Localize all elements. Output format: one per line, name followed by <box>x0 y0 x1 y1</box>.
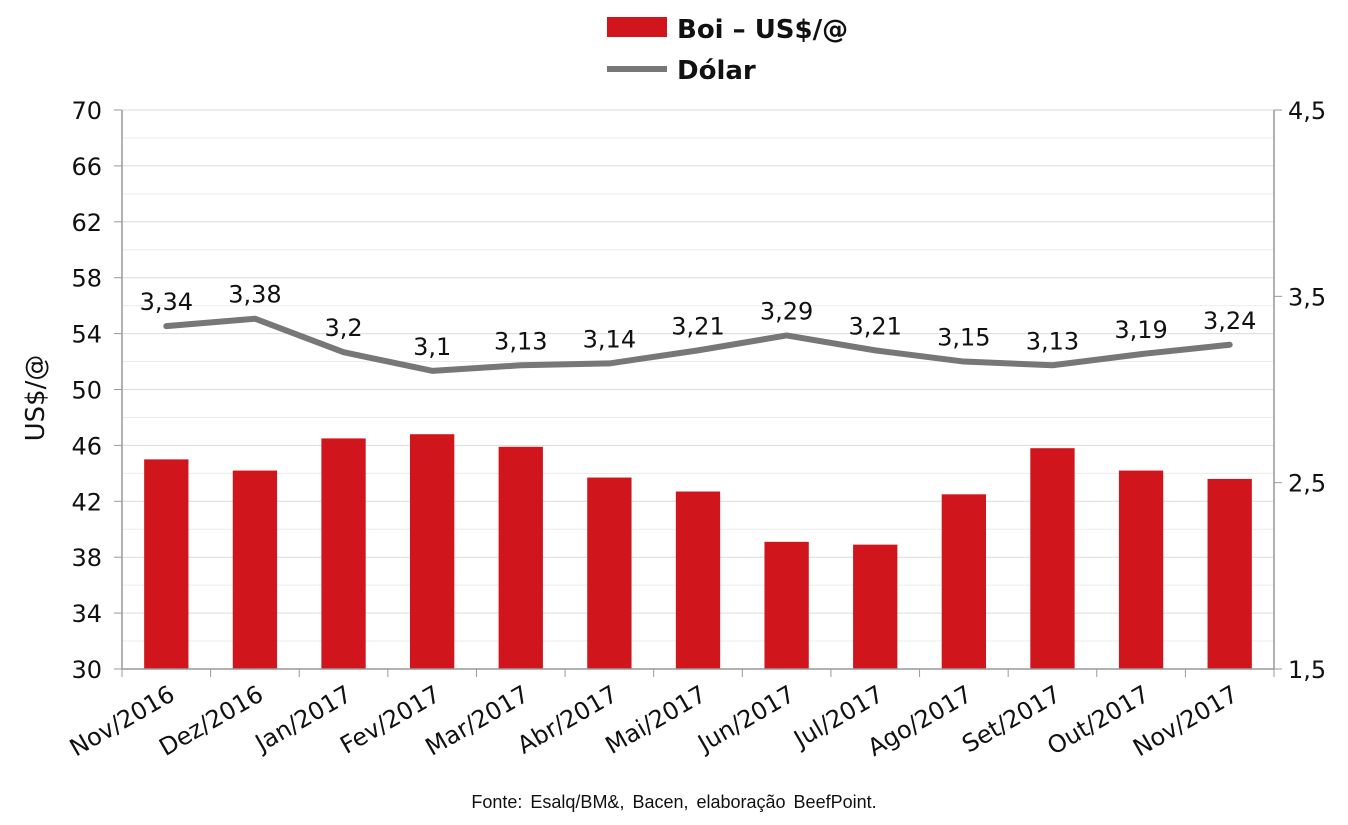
line-data-label: 3,19 <box>1114 316 1167 344</box>
line-point <box>343 351 345 353</box>
y-tick-label: 42 <box>71 488 102 516</box>
y-tick-label: 58 <box>71 265 102 293</box>
line-data-label: 3,38 <box>228 281 281 309</box>
bar <box>853 544 898 669</box>
y2-tick-label: 1,5 <box>1288 656 1326 684</box>
legend-swatch-bar <box>607 17 667 37</box>
y-tick-label: 54 <box>71 321 102 349</box>
bar <box>675 491 721 669</box>
line-point <box>520 364 522 366</box>
gridlines <box>122 109 1274 642</box>
line-point <box>874 349 876 351</box>
line-point <box>254 318 256 320</box>
bar <box>232 470 278 669</box>
bar <box>764 541 809 669</box>
line-data-label: 3,21 <box>671 312 724 340</box>
line-point <box>786 334 788 336</box>
y-axis-title: US$/@ <box>21 355 51 442</box>
category-labels: Nov/2016Dez/2016Jan/2017Fev/2017Mar/2017… <box>65 680 1243 762</box>
line-point <box>431 370 433 372</box>
bar <box>144 459 189 669</box>
line-data-label: 3,15 <box>937 324 990 352</box>
bar <box>587 477 632 669</box>
x-category-label: Mai/2017 <box>601 680 711 760</box>
axes <box>114 109 1282 677</box>
line-point <box>963 361 965 363</box>
bar <box>410 434 455 669</box>
x-category-label: Jan/2017 <box>249 680 357 758</box>
line-data-label: 3,13 <box>494 327 547 355</box>
x-category-label: Jun/2017 <box>692 680 800 759</box>
line-point <box>608 362 610 364</box>
y-tick-label: 30 <box>71 656 102 684</box>
line-data-label: 3,2 <box>324 314 362 342</box>
line-data-label: 3,13 <box>1026 327 1079 355</box>
y2-tick-label: 4,5 <box>1288 97 1326 125</box>
y-tick-label: 70 <box>71 97 102 125</box>
bar <box>1207 478 1252 669</box>
y-tick-label: 62 <box>71 209 102 237</box>
y-tick-label: 66 <box>71 153 102 181</box>
y2-tick-label: 3,5 <box>1288 283 1326 311</box>
line-point <box>1140 353 1142 355</box>
line-point <box>1051 364 1053 366</box>
bar <box>941 494 986 669</box>
bar <box>1118 470 1164 669</box>
tick-labels: 70 66 62 58 54 50 46 42 38 34 30 4,5 3,5 2,5 1,5 <box>71 97 1326 684</box>
bar <box>1030 448 1075 669</box>
y-tick-label: 34 <box>71 600 102 628</box>
bar <box>321 438 366 669</box>
y-tick-label: 46 <box>71 432 102 460</box>
data-labels: 3,34 3,38 3,2 3,1 3,13 3,14 3,21 3,29 3,21 3,15 3,… <box>140 281 1257 361</box>
line-data-label: 3,29 <box>760 297 813 325</box>
y2-tick-label: 2,5 <box>1288 470 1326 498</box>
y-tick-label: 50 <box>71 377 102 405</box>
legend-label-bar: Boi – US$/@ <box>677 15 848 45</box>
line-data-label: 3,24 <box>1203 307 1256 335</box>
line-data-label: 3,21 <box>849 312 902 340</box>
source-note: Fonte: Esalq/BM&, Bacen, elaboração Beef… <box>471 792 877 812</box>
bar-series <box>144 434 1252 669</box>
x-category-label: Abr/2017 <box>513 680 623 760</box>
legend-label-line: Dólar <box>677 56 756 86</box>
line-point <box>1229 344 1231 346</box>
line-data-label: 3,14 <box>583 325 636 353</box>
line-point <box>697 349 699 351</box>
line-data-label: 3,1 <box>413 333 451 361</box>
legend: Boi – US$/@ Dólar <box>607 15 848 86</box>
line-series <box>163 315 1233 374</box>
bar <box>498 446 543 669</box>
line-point <box>165 325 167 327</box>
line-data-label: 3,34 <box>140 288 193 316</box>
y-tick-label: 38 <box>71 544 102 572</box>
